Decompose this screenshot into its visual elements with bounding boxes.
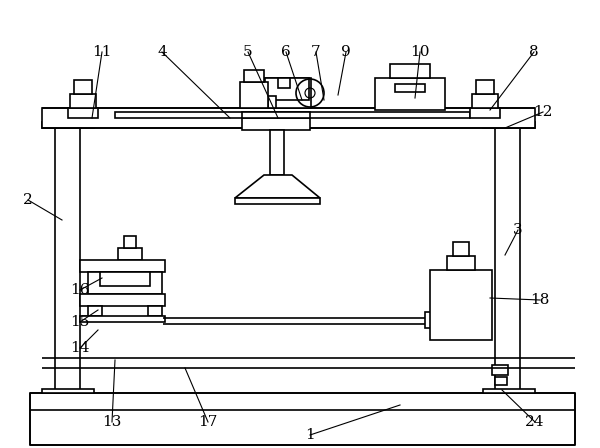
Polygon shape xyxy=(235,175,320,198)
Bar xyxy=(240,82,268,108)
Bar xyxy=(88,306,102,316)
Text: 2: 2 xyxy=(23,193,33,207)
Bar xyxy=(115,112,470,118)
Text: 12: 12 xyxy=(533,105,553,119)
Text: 4: 4 xyxy=(157,45,167,59)
Bar xyxy=(495,377,507,385)
Text: 9: 9 xyxy=(341,45,351,59)
Text: 24: 24 xyxy=(525,415,545,429)
Bar xyxy=(124,236,136,248)
Bar xyxy=(270,130,284,175)
Text: 13: 13 xyxy=(103,415,122,429)
Bar xyxy=(235,198,320,204)
Bar xyxy=(30,393,575,445)
Text: 18: 18 xyxy=(530,293,550,307)
Bar xyxy=(472,94,498,108)
Text: 16: 16 xyxy=(70,283,90,297)
Text: 11: 11 xyxy=(92,45,112,59)
Bar xyxy=(55,128,80,393)
Bar xyxy=(265,78,311,108)
Bar xyxy=(80,316,165,322)
Text: 17: 17 xyxy=(199,415,218,429)
Text: 1: 1 xyxy=(305,428,315,442)
Bar xyxy=(68,108,98,118)
Bar xyxy=(395,84,425,92)
Bar xyxy=(148,306,162,316)
Bar xyxy=(265,78,309,100)
Bar xyxy=(492,365,508,375)
Text: 5: 5 xyxy=(243,45,253,59)
Bar xyxy=(476,80,494,94)
Bar xyxy=(242,118,310,130)
Bar xyxy=(483,389,535,393)
Text: 14: 14 xyxy=(70,341,90,355)
Bar xyxy=(118,248,142,260)
Bar xyxy=(268,96,276,108)
Bar xyxy=(390,64,430,78)
Bar xyxy=(375,78,445,110)
Text: 7: 7 xyxy=(311,45,321,59)
Bar xyxy=(42,108,535,128)
Bar xyxy=(430,270,492,340)
Bar xyxy=(483,122,535,128)
Bar xyxy=(88,272,162,294)
Bar xyxy=(244,70,264,82)
Bar xyxy=(278,78,290,88)
Bar xyxy=(74,80,92,94)
Text: 8: 8 xyxy=(529,45,539,59)
Bar xyxy=(80,294,165,306)
Text: 10: 10 xyxy=(410,45,430,59)
Bar xyxy=(470,108,500,118)
Bar xyxy=(495,128,520,393)
Text: 3: 3 xyxy=(513,223,523,237)
Text: 6: 6 xyxy=(281,45,291,59)
Text: 15: 15 xyxy=(70,315,89,329)
Bar xyxy=(453,242,469,256)
Bar xyxy=(242,112,310,118)
Bar xyxy=(70,94,96,108)
Bar xyxy=(447,256,475,270)
Bar xyxy=(425,312,435,328)
Bar xyxy=(42,389,94,393)
Bar xyxy=(42,122,94,128)
Bar xyxy=(100,272,150,286)
Bar xyxy=(80,260,165,272)
